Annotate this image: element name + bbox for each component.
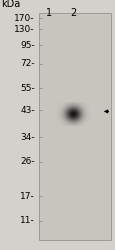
- Text: 17-: 17-: [20, 192, 34, 200]
- Text: 130-: 130-: [14, 25, 34, 34]
- Text: 11-: 11-: [20, 216, 34, 225]
- Text: 43-: 43-: [20, 106, 34, 115]
- Text: 26-: 26-: [20, 157, 34, 166]
- Text: 2: 2: [70, 8, 76, 18]
- Text: kDa: kDa: [1, 0, 20, 9]
- Text: 55-: 55-: [20, 84, 34, 93]
- Text: 34-: 34-: [20, 133, 34, 142]
- Text: 170-: 170-: [14, 14, 34, 23]
- Bar: [39, 13, 110, 240]
- Text: 72-: 72-: [20, 59, 34, 68]
- Text: 95-: 95-: [20, 41, 34, 50]
- Text: 1: 1: [45, 8, 51, 18]
